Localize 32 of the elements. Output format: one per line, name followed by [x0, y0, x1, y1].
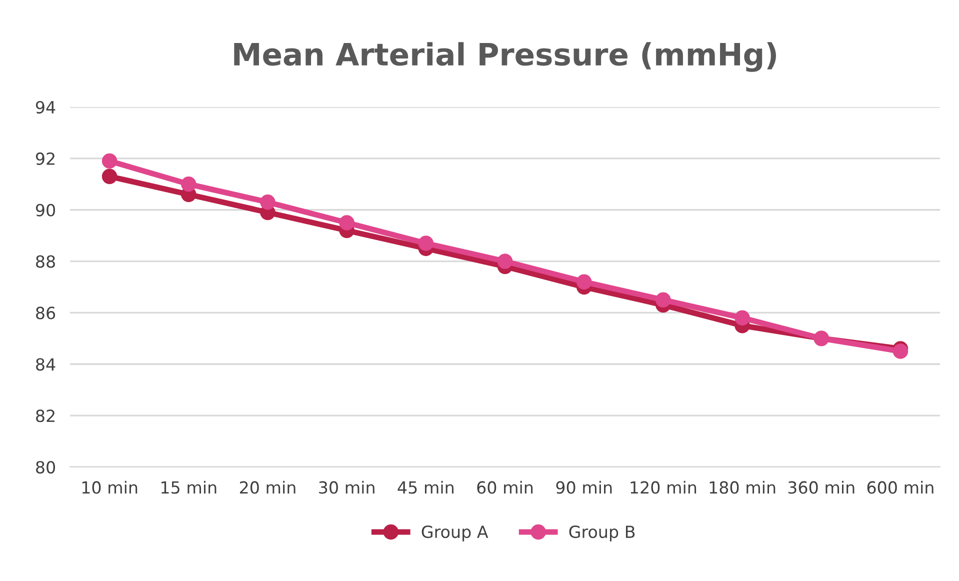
- y-tick-label: 94: [36, 100, 56, 114]
- point: [734, 310, 750, 326]
- y-tick-label: 80: [36, 460, 56, 474]
- point: [102, 168, 118, 184]
- point: [102, 153, 118, 169]
- x-tick-label: 20 min: [240, 480, 296, 494]
- x-tick-label: 600 min: [867, 480, 934, 494]
- x-tick-label: 60 min: [477, 480, 533, 494]
- y-tick-label: 86: [36, 306, 56, 320]
- x-tick-label: 180 min: [710, 480, 776, 494]
- x-tick-label: 90 min: [556, 480, 612, 494]
- y-tick-label: 82: [36, 410, 54, 422]
- y-tick-label: 92: [36, 152, 54, 165]
- legend-label: Group A: [422, 525, 488, 542]
- point: [418, 236, 434, 251]
- point: [576, 274, 592, 290]
- point: [497, 254, 513, 269]
- x-tick-label: 360 min: [788, 480, 854, 494]
- y-tick-label: 88: [36, 255, 55, 268]
- y-tick-label: 84: [36, 358, 56, 371]
- point: [339, 215, 354, 230]
- x-tick-label: 120 min: [630, 480, 696, 494]
- x-tick-label: 15 min: [162, 480, 216, 494]
- point: [180, 176, 196, 192]
- x-tick-label: 30 min: [319, 480, 374, 494]
- x-tick-label: 45 min: [398, 480, 454, 494]
- y-tick-label: 90: [36, 204, 56, 216]
- point: [260, 194, 276, 210]
- legend-label: Group B: [569, 525, 635, 542]
- chart-title: Mean Arterial Pressure (mmHg): [234, 42, 776, 72]
- x-tick-label: 10 min: [82, 480, 138, 494]
- point: [656, 292, 671, 308]
